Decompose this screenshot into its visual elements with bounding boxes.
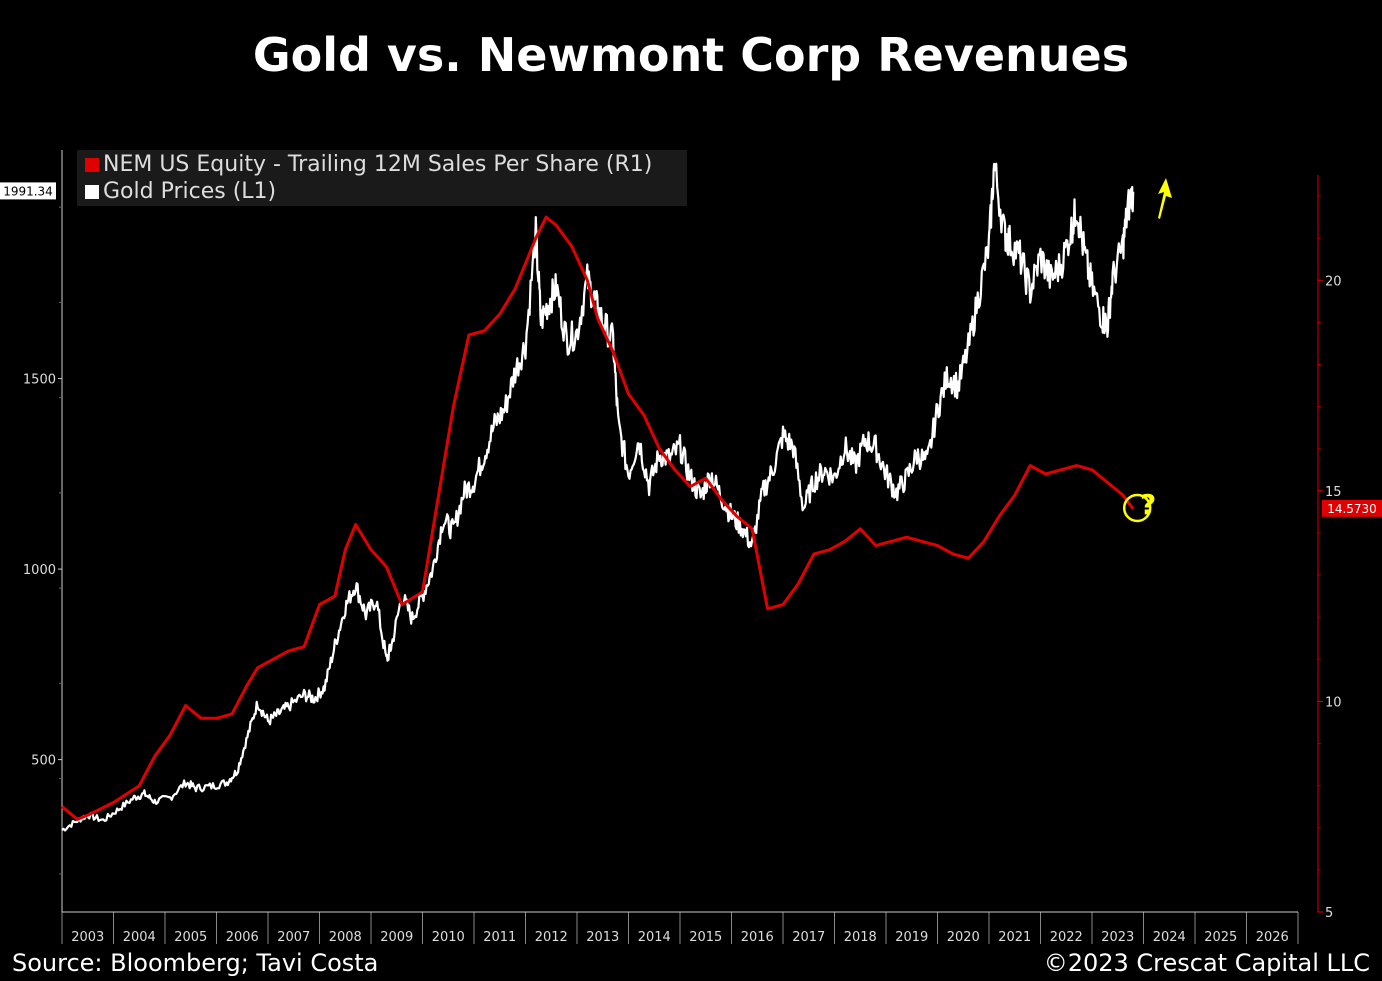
up-arrow-icon <box>1158 178 1172 219</box>
legend-item-gold: Gold Prices (L1) <box>85 179 276 204</box>
right-tick-label: 5 <box>1325 906 1333 921</box>
left-tick-label: 500 <box>31 754 56 769</box>
x-tick-label: 2017 <box>792 930 825 945</box>
x-tick-label: 2011 <box>483 930 516 945</box>
right-tick-label: 20 <box>1325 274 1342 289</box>
x-tick-label: 2016 <box>741 930 774 945</box>
left-tick-label: 1500 <box>23 373 56 388</box>
x-tick-label: 2014 <box>638 930 671 945</box>
x-tick-label: 2004 <box>123 930 156 945</box>
x-tick-label: 2023 <box>1101 930 1134 945</box>
legend-swatch-gold <box>85 185 99 199</box>
x-tick-label: 2012 <box>535 930 568 945</box>
chart-legend: NEM US Equity - Trailing 12M Sales Per S… <box>77 150 687 206</box>
yellow-circle-annotation <box>1122 493 1152 523</box>
right-tick-label: 15 <box>1325 485 1342 500</box>
x-tick-label: 2022 <box>1050 930 1083 945</box>
legend-swatch-nem <box>85 158 99 172</box>
left-last-value-label: 1991.34 <box>3 184 53 198</box>
legend-label-nem: NEM US Equity - Trailing 12M Sales Per S… <box>103 152 653 177</box>
question-mark-annotation: ? <box>1140 488 1157 521</box>
right-tick-label: 10 <box>1325 695 1342 710</box>
footer-copyright: ©2023 Crescat Capital LLC <box>1043 949 1370 977</box>
x-tick-label: 2006 <box>226 930 259 945</box>
x-tick-label: 2005 <box>174 930 207 945</box>
x-tick-label: 2020 <box>947 930 980 945</box>
right-last-value-label: 14.5730 <box>1327 502 1377 516</box>
x-tick-label: 2003 <box>71 930 104 945</box>
x-tick-label: 2013 <box>586 930 619 945</box>
x-tick-label: 2026 <box>1256 930 1289 945</box>
legend-label-gold: Gold Prices (L1) <box>103 179 277 204</box>
x-tick-label: 2008 <box>329 930 362 945</box>
x-tick-label: 2021 <box>998 930 1031 945</box>
x-tick-label: 2010 <box>432 930 465 945</box>
chart-title: Gold vs. Newmont Corp Revenues <box>252 28 1130 82</box>
x-tick-label: 2018 <box>844 930 877 945</box>
x-tick-label: 2007 <box>277 930 310 945</box>
x-tick-label: 2015 <box>689 930 722 945</box>
gold-price-line <box>61 162 1135 832</box>
right-last-value-box <box>1322 499 1382 517</box>
x-tick-label: 2025 <box>1204 930 1237 945</box>
x-tick-label: 2009 <box>380 930 413 945</box>
x-tick-label: 2019 <box>895 930 928 945</box>
x-tick-label: 2024 <box>1153 930 1186 945</box>
legend-item-nem: NEM US Equity - Trailing 12M Sales Per S… <box>85 152 652 177</box>
nem-sales-line <box>61 215 1135 821</box>
left-last-value-box <box>0 182 56 200</box>
left-tick-label: 1000 <box>23 563 56 578</box>
footer-source: Source: Bloomberg; Tavi Costa <box>12 949 379 977</box>
